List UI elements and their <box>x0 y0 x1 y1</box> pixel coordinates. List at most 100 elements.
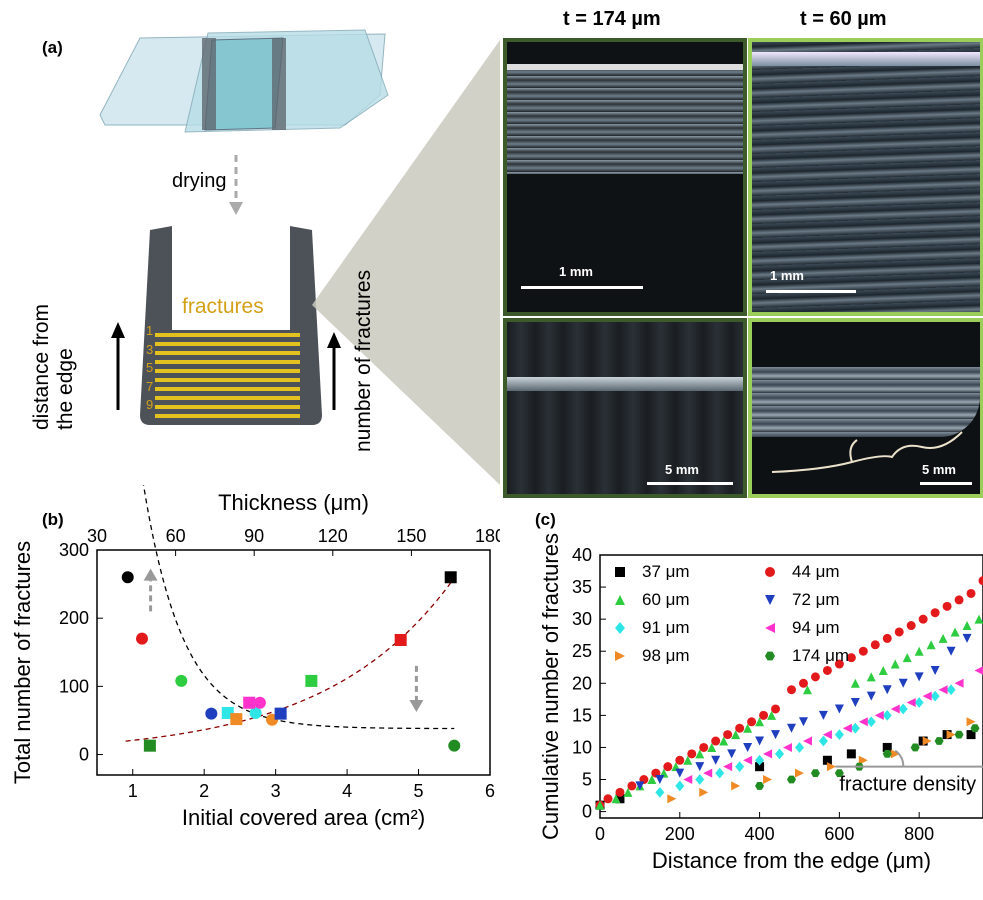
data-point <box>870 640 880 650</box>
x-axis-label: Initial covered area (cm²) <box>182 805 425 830</box>
fracture-line <box>155 414 300 418</box>
data-point <box>898 703 908 715</box>
data-point <box>794 768 804 778</box>
legend-marker <box>615 595 625 605</box>
data-point <box>954 595 964 605</box>
y-axis-label: Cumulative number of fractures <box>538 533 563 840</box>
series-72-μm <box>635 633 972 791</box>
drying-arrow-head <box>229 202 243 215</box>
legend-label: 44 μm <box>792 562 840 581</box>
data-point <box>942 601 952 611</box>
distance-label-line1: distance from <box>30 303 53 430</box>
data-point <box>175 674 188 687</box>
data-point <box>954 678 964 688</box>
data-point <box>930 690 940 702</box>
data-point <box>771 730 781 740</box>
data-point <box>675 755 685 765</box>
x-tick-label: 0 <box>595 824 605 844</box>
fracture-line <box>155 378 300 382</box>
fracture-line <box>155 405 300 409</box>
x2-tick-label: 90 <box>244 526 264 546</box>
data-point <box>882 709 892 721</box>
data-point <box>603 794 613 804</box>
data-point <box>962 621 972 631</box>
trend-arrow-head <box>409 700 424 712</box>
fracture-line <box>155 342 300 346</box>
fit-curve-thickness <box>125 577 455 742</box>
dried-film <box>140 226 322 425</box>
data-point <box>743 723 753 733</box>
data-point <box>826 762 836 772</box>
data-point <box>890 749 900 759</box>
fracture-number: 5 <box>146 360 154 375</box>
data-point <box>755 736 765 746</box>
data-point <box>707 742 717 752</box>
data-point <box>914 697 924 708</box>
x2-tick-label: 180 <box>475 526 500 546</box>
data-point <box>946 684 956 696</box>
data-point <box>846 653 856 663</box>
data-point <box>647 775 657 785</box>
data-point <box>723 762 733 772</box>
data-point <box>974 666 983 675</box>
data-point <box>810 672 820 682</box>
data-point <box>882 742 892 752</box>
data-point <box>798 717 808 727</box>
data-point <box>818 735 828 747</box>
data-point <box>727 749 737 759</box>
data-point <box>448 739 461 752</box>
data-point <box>755 762 765 772</box>
data-point <box>858 646 868 656</box>
data-point <box>874 710 884 720</box>
data-point <box>787 685 796 695</box>
data-point <box>695 774 705 785</box>
trend-arrow-head <box>143 568 158 581</box>
panel-b-label: (b) <box>42 510 64 529</box>
data-point <box>922 691 932 701</box>
data-point <box>974 614 983 624</box>
x-tick-label: 600 <box>824 824 854 844</box>
data-point <box>655 786 665 798</box>
data-point <box>755 717 765 727</box>
legend-label: 60 μm <box>642 590 690 609</box>
data-point <box>850 678 860 688</box>
data-point <box>834 769 844 777</box>
data-point <box>978 576 983 586</box>
y-tick-label: 5 <box>582 770 592 790</box>
data-point <box>763 775 773 785</box>
legend-label: 98 μm <box>642 646 690 665</box>
data-point <box>615 787 625 797</box>
data-point <box>858 717 868 727</box>
series-94-μm <box>683 666 983 785</box>
distance-arrow-head <box>111 322 125 338</box>
data-point <box>627 781 637 791</box>
data-point <box>866 691 876 701</box>
data-point <box>249 706 262 719</box>
data-point <box>882 633 892 643</box>
data-point <box>794 742 804 753</box>
panel-a-label: (a) <box>42 38 63 57</box>
data-point <box>667 794 677 804</box>
chart-total-fractures: 1 2 3 4 5 6 30 60 90 120 150 180 0 100 200 300 Initial c… <box>10 485 500 830</box>
series-91-μm <box>655 684 956 798</box>
data-point <box>143 739 156 752</box>
fracture-band <box>752 367 980 437</box>
data-point <box>930 665 940 675</box>
y-tick-label: 25 <box>572 641 592 661</box>
plot-frame <box>96 549 491 776</box>
data-point <box>882 749 892 758</box>
plot-frame <box>599 554 983 819</box>
legend-label: 37 μm <box>642 562 690 581</box>
data-point <box>946 646 956 656</box>
glass-slides-illustration <box>99 29 389 133</box>
data-point <box>787 775 796 784</box>
data-point <box>866 672 876 682</box>
data-point <box>635 781 645 791</box>
fracture-number: 7 <box>146 378 154 394</box>
data-point <box>802 736 812 746</box>
x-tick-label: 400 <box>745 824 775 844</box>
y-tick-label: 40 <box>572 545 592 565</box>
edge-highlight <box>507 64 743 70</box>
data-point <box>655 775 665 785</box>
micrograph-thick-top: 1 mm <box>503 38 747 316</box>
